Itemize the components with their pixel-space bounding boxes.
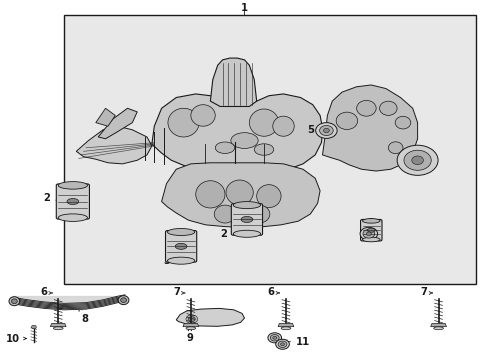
Ellipse shape (167, 257, 194, 264)
Ellipse shape (167, 229, 194, 235)
Circle shape (319, 126, 332, 135)
Ellipse shape (241, 216, 252, 222)
FancyBboxPatch shape (360, 220, 381, 241)
Ellipse shape (249, 109, 278, 136)
Circle shape (280, 343, 284, 346)
Ellipse shape (185, 327, 195, 330)
Polygon shape (76, 126, 152, 164)
Text: 7: 7 (420, 287, 427, 297)
Ellipse shape (53, 327, 63, 330)
Text: 2: 2 (43, 193, 69, 204)
Ellipse shape (67, 198, 79, 204)
Text: 5: 5 (306, 125, 320, 135)
Polygon shape (183, 323, 198, 327)
Ellipse shape (175, 243, 186, 249)
Ellipse shape (58, 214, 87, 221)
Ellipse shape (190, 105, 215, 126)
Circle shape (359, 227, 377, 240)
Ellipse shape (9, 297, 20, 306)
Ellipse shape (379, 101, 396, 115)
Ellipse shape (254, 144, 273, 155)
Circle shape (411, 156, 423, 165)
Text: 7: 7 (173, 287, 180, 297)
Circle shape (272, 336, 276, 339)
Circle shape (403, 150, 430, 170)
Text: 1: 1 (241, 3, 247, 13)
Circle shape (278, 341, 286, 347)
Ellipse shape (394, 116, 410, 129)
Text: 8: 8 (79, 307, 88, 324)
Ellipse shape (233, 230, 260, 237)
Polygon shape (322, 85, 417, 171)
Polygon shape (152, 94, 322, 171)
Ellipse shape (256, 185, 281, 208)
Ellipse shape (195, 181, 224, 208)
Bar (64, 15, 475, 284)
Ellipse shape (433, 327, 443, 330)
Ellipse shape (362, 237, 379, 242)
Text: 6: 6 (41, 287, 47, 297)
Polygon shape (210, 58, 256, 107)
Text: 4: 4 (421, 155, 433, 165)
Circle shape (323, 129, 329, 133)
Text: 9: 9 (186, 327, 193, 343)
Polygon shape (161, 163, 320, 227)
Ellipse shape (335, 112, 357, 130)
Circle shape (267, 333, 281, 343)
Ellipse shape (215, 142, 234, 153)
Ellipse shape (233, 202, 260, 208)
Circle shape (185, 315, 197, 323)
Circle shape (31, 325, 36, 329)
Text: 5: 5 (358, 231, 366, 240)
Ellipse shape (58, 181, 87, 189)
Polygon shape (96, 108, 115, 126)
Circle shape (366, 232, 370, 235)
Text: 10: 10 (6, 333, 20, 343)
FancyBboxPatch shape (231, 204, 262, 235)
Ellipse shape (248, 205, 269, 223)
Circle shape (188, 317, 195, 321)
Text: 2: 2 (220, 229, 239, 239)
Polygon shape (98, 108, 137, 139)
Ellipse shape (230, 133, 258, 148)
Polygon shape (176, 309, 244, 326)
Circle shape (396, 145, 437, 175)
Text: 3: 3 (163, 254, 175, 266)
Ellipse shape (167, 108, 199, 137)
Circle shape (270, 334, 279, 341)
Text: 6: 6 (267, 287, 274, 297)
Ellipse shape (214, 205, 235, 223)
Text: 3: 3 (366, 218, 373, 228)
Ellipse shape (11, 299, 17, 303)
Ellipse shape (121, 298, 126, 302)
Ellipse shape (225, 180, 253, 205)
Ellipse shape (387, 142, 402, 154)
Circle shape (315, 123, 336, 138)
Ellipse shape (362, 219, 379, 223)
Polygon shape (430, 323, 446, 327)
Ellipse shape (356, 100, 375, 116)
Polygon shape (50, 323, 66, 327)
Circle shape (275, 339, 289, 349)
Ellipse shape (281, 327, 290, 330)
Ellipse shape (366, 228, 374, 232)
FancyBboxPatch shape (56, 184, 89, 219)
Ellipse shape (118, 296, 129, 305)
FancyBboxPatch shape (165, 230, 196, 262)
Text: 11: 11 (295, 337, 309, 347)
Circle shape (362, 229, 374, 238)
Ellipse shape (272, 116, 294, 136)
Polygon shape (13, 297, 125, 310)
Polygon shape (278, 323, 293, 327)
